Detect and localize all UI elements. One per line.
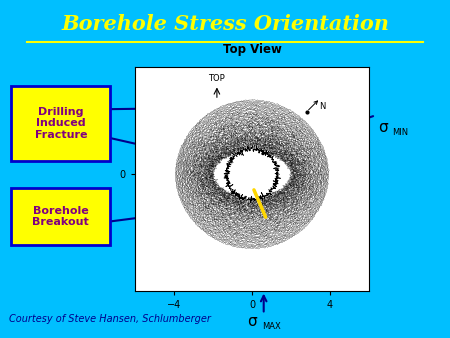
Text: TOP: TOP (208, 74, 225, 83)
Text: Top View: Top View (223, 43, 281, 56)
Text: Borehole Stress Orientation: Borehole Stress Orientation (61, 14, 389, 33)
Text: MAX: MAX (262, 322, 281, 331)
FancyBboxPatch shape (11, 86, 110, 161)
FancyBboxPatch shape (11, 188, 110, 245)
Text: MIN: MIN (392, 128, 409, 137)
Text: σ: σ (248, 314, 257, 329)
Text: Courtesy of Steve Hansen, Schlumberger: Courtesy of Steve Hansen, Schlumberger (9, 314, 211, 324)
Text: Drilling
Induced
Fracture: Drilling Induced Fracture (35, 107, 87, 140)
Text: Borehole
Breakout: Borehole Breakout (32, 206, 89, 227)
Text: N: N (319, 101, 325, 111)
Text: σ: σ (378, 120, 388, 135)
Polygon shape (224, 145, 280, 203)
